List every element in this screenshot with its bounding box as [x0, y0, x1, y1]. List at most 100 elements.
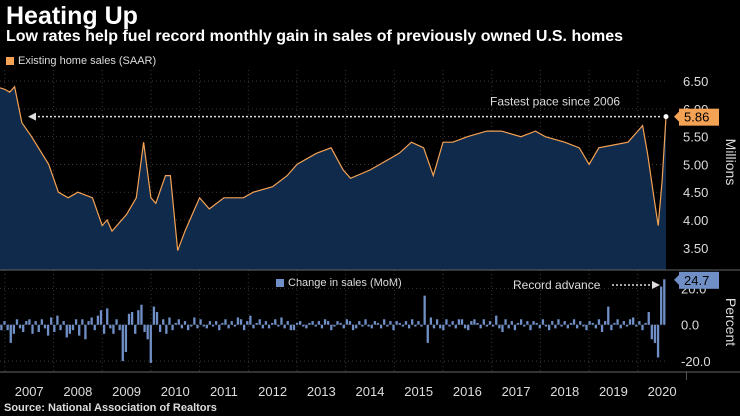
- bar-mom-change: [180, 324, 184, 329]
- bar-mom-change: [442, 324, 445, 331]
- bar-mom-change: [56, 315, 59, 325]
- y-tick-top: 5.00: [683, 157, 708, 172]
- bar-mom-change: [65, 324, 68, 338]
- bar-mom-change: [491, 324, 495, 327]
- bar-mom-change: [638, 321, 641, 325]
- bar-mom-change: [261, 324, 264, 329]
- bar-mom-change: [165, 324, 168, 334]
- legend-top-label: Existing home sales (SAAR): [18, 55, 157, 67]
- x-tick-label: 2012: [258, 384, 287, 399]
- bar-mom-change: [485, 324, 489, 327]
- bar-mom-change: [454, 324, 457, 329]
- bar-mom-change: [299, 321, 302, 325]
- bar-mom-change: [650, 324, 653, 340]
- bar-mom-change: [482, 319, 485, 325]
- bar-mom-change: [137, 310, 140, 325]
- bar-mom-change: [460, 319, 464, 325]
- x-tick-label: 2019: [599, 384, 628, 399]
- bar-mom-change: [286, 321, 289, 325]
- bar-mom-change: [404, 321, 408, 325]
- bar-mom-change: [62, 321, 65, 325]
- bar-mom-change: [660, 286, 663, 325]
- bar-mom-change: [333, 324, 336, 327]
- bar-mom-change: [0, 324, 3, 331]
- y-axis-label-percent: Percent: [723, 298, 739, 346]
- x-tick-label: 2007: [15, 384, 44, 399]
- bar-mom-change: [28, 319, 31, 325]
- bar-mom-change: [398, 322, 401, 325]
- bar-mom-change: [174, 322, 177, 325]
- bar-mom-change: [146, 324, 149, 340]
- annotation-arrowhead-bottom: [652, 281, 660, 289]
- x-tick-label: 2017: [502, 384, 531, 399]
- bar-mom-change: [435, 319, 439, 325]
- bar-mom-change: [289, 324, 292, 331]
- x-tick-label: 2018: [550, 384, 579, 399]
- bar-mom-change: [526, 321, 529, 325]
- x-tick-label: 2010: [161, 384, 190, 399]
- bar-mom-change: [93, 324, 96, 331]
- x-tick-label: 2015: [404, 384, 433, 399]
- y-tick-top: 4.50: [683, 185, 708, 200]
- bar-mom-change: [84, 324, 87, 340]
- bar-mom-change: [383, 319, 386, 325]
- bar-mom-change: [532, 321, 535, 325]
- bar-mom-change: [106, 308, 109, 325]
- legend-swatch-bar: [276, 279, 284, 287]
- annotation-fastest-pace: Fastest pace since 2006: [490, 95, 620, 109]
- annotation-arrowhead: [28, 112, 36, 121]
- bar-mom-change: [6, 324, 9, 331]
- series-line-existing-home-sales: [0, 85, 667, 251]
- bar-mom-change: [498, 324, 501, 329]
- bar-mom-change: [221, 322, 224, 325]
- last-value-badge-bottom: [679, 271, 719, 289]
- legend-bottom: Change in sales (MoM): [276, 277, 402, 289]
- bar-mom-change: [569, 322, 573, 325]
- bar-mom-change: [445, 319, 448, 325]
- bar-mom-change: [311, 321, 314, 325]
- bar-mom-change: [523, 324, 526, 327]
- bar-mom-change: [604, 321, 607, 325]
- y-tick-top: 5.50: [683, 130, 708, 145]
- bar-mom-change: [395, 321, 398, 325]
- x-tick-label: 2011: [210, 384, 238, 399]
- bar-mom-change: [40, 319, 44, 325]
- bar-mom-change: [274, 319, 277, 325]
- bar-mom-change: [407, 324, 411, 329]
- bar-mom-change: [43, 324, 47, 329]
- bar-mom-change: [513, 324, 517, 331]
- bar-mom-change: [330, 324, 333, 331]
- bar-mom-change: [597, 319, 601, 325]
- bar-mom-change: [249, 315, 252, 325]
- bar-mom-change: [563, 321, 566, 325]
- bar-mom-change: [211, 324, 215, 327]
- bar-mom-change: [230, 321, 233, 325]
- bar-mom-change: [392, 324, 395, 331]
- bar-mom-change: [610, 324, 613, 331]
- bar-mom-change: [635, 324, 638, 327]
- bar-mom-change: [134, 324, 137, 334]
- bar-mom-change: [140, 304, 143, 325]
- bar-mom-change: [510, 321, 513, 325]
- bar-mom-change: [364, 319, 367, 325]
- last-point-marker: [663, 114, 669, 120]
- bar-mom-change: [467, 324, 470, 331]
- bar-mom-change: [414, 324, 417, 327]
- bar-mom-change: [25, 321, 28, 325]
- bar-mom-change: [560, 324, 563, 327]
- bar-mom-change: [218, 324, 221, 331]
- bar-mom-change: [529, 324, 532, 331]
- bar-mom-change: [342, 324, 345, 329]
- bar-mom-change: [348, 321, 352, 325]
- bar-mom-change: [379, 324, 383, 329]
- bar-mom-change: [239, 319, 243, 325]
- bar-mom-change: [339, 322, 342, 325]
- bar-mom-change: [544, 324, 548, 327]
- bar-mom-change: [227, 324, 230, 329]
- bar-mom-change: [426, 324, 429, 343]
- bar-mom-change: [389, 321, 392, 325]
- bar-mom-change: [417, 321, 420, 325]
- bar-mom-change: [386, 324, 389, 327]
- bar-mom-change: [90, 317, 93, 325]
- bar-mom-change: [463, 324, 467, 329]
